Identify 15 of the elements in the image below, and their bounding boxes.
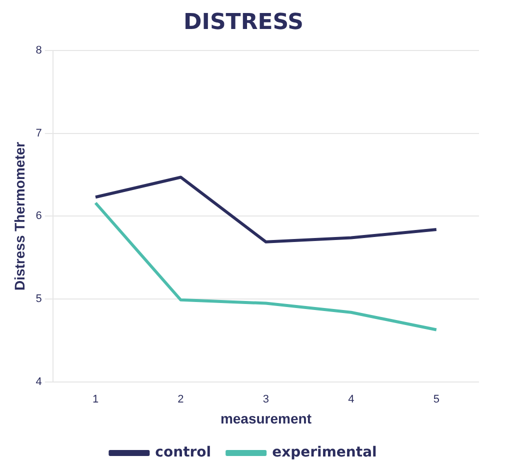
- x-tick-label: 1: [92, 394, 99, 406]
- x-tick-label: 5: [433, 394, 440, 406]
- y-axis-title: Distress Thermometer: [11, 141, 28, 291]
- y-tick-label: 6: [36, 210, 42, 222]
- y-tick-label: 4: [36, 376, 42, 388]
- x-tick-label: 3: [262, 394, 270, 406]
- legend-label: control: [155, 444, 212, 461]
- x-tick-label: 2: [178, 394, 184, 406]
- x-tick-label: 4: [348, 394, 354, 406]
- y-tick-label: 7: [36, 127, 42, 140]
- y-tick-label: 5: [36, 293, 42, 306]
- x-axis-title: measurement: [220, 410, 312, 426]
- chart-title: DISTRESS: [184, 10, 304, 35]
- legend-label: experimental: [272, 444, 377, 461]
- y-tick-label: 8: [36, 44, 42, 56]
